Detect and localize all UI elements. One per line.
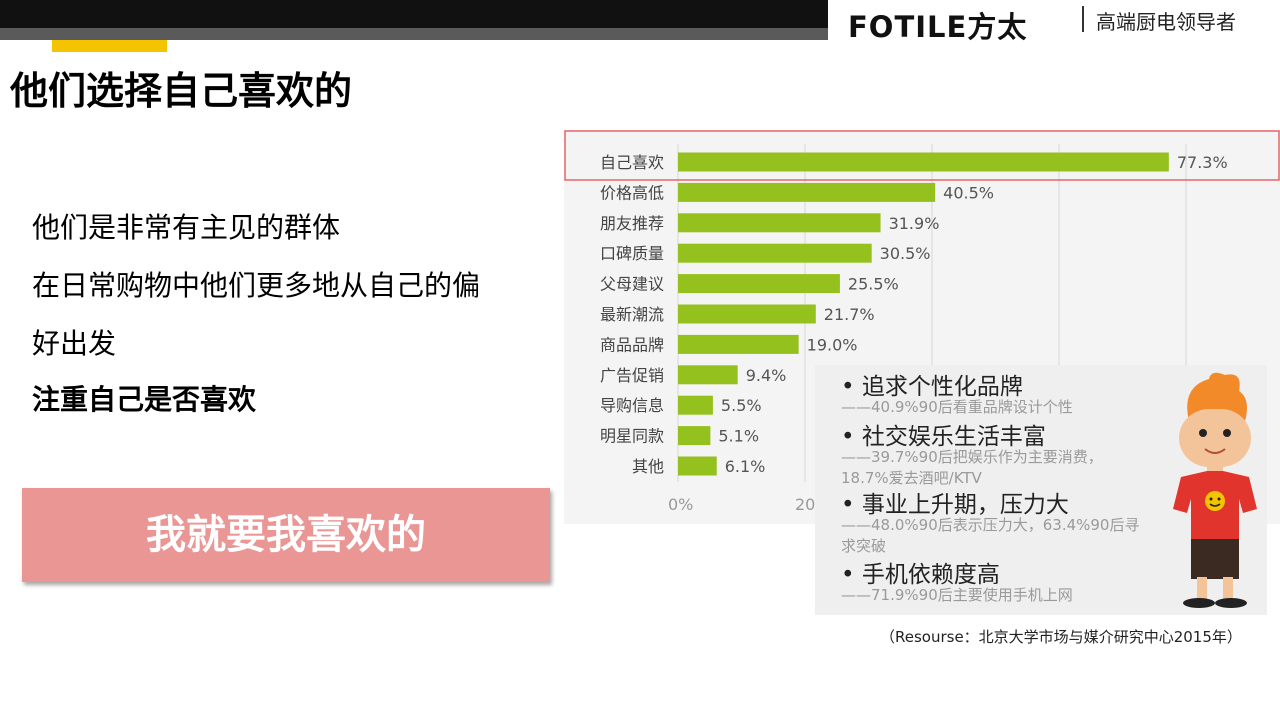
category-label: 明星同款 — [600, 427, 664, 446]
value-label: 19.0% — [807, 335, 858, 354]
value-label: 31.9% — [889, 214, 940, 233]
tagline: 高端厨电领导者 — [1096, 10, 1236, 34]
logo-divider — [1082, 6, 1084, 32]
category-label: 导购信息 — [600, 396, 664, 415]
category-label: 口碑质量 — [600, 244, 664, 263]
bar — [678, 274, 840, 294]
insight-1-detail: ——40.9%90后看重品牌设计个性 — [841, 398, 1073, 416]
bar-chart: 自己喜欢 77.3% 价格高低 40.5% 朋友推荐 31.9% 口碑质量 30.5% 父母建议… — [564, 130, 1280, 514]
insight-4-detail: ——71.9%90后主要使用手机上网 — [841, 586, 1073, 604]
value-label: 5.1% — [718, 427, 759, 446]
category-label: 朋友推荐 — [600, 214, 664, 233]
category-label: 自己喜欢 — [600, 153, 664, 172]
value-label: 21.7% — [824, 305, 875, 324]
category-label: 其他 — [632, 457, 664, 476]
insight-4-heading: • 手机依赖度高 — [841, 562, 1000, 588]
body-line-2: 在日常购物中他们更多地从自己的偏 — [32, 269, 481, 302]
body-line-1: 他们是非常有主见的群体 — [32, 211, 341, 244]
insight-2-detail: ——39.7%90后把娱乐作为主要消费，18.7%爱去酒吧/KTV — [841, 448, 1103, 487]
bar — [678, 152, 1169, 172]
value-label: 40.5% — [943, 183, 994, 202]
value-label: 9.4% — [746, 366, 787, 385]
callout-box: 我就要我喜欢的 — [22, 488, 550, 582]
title-accent — [52, 40, 167, 52]
insight-1-heading: • 追求个性化品牌 — [841, 374, 1023, 400]
value-label: 30.5% — [880, 244, 931, 263]
bar — [678, 395, 713, 415]
insight-2-heading: • 社交娱乐生活丰富 — [841, 424, 1046, 450]
header-bar-stripe — [0, 28, 828, 40]
category-label: 父母建议 — [600, 275, 664, 294]
x-tick-label: 0% — [668, 495, 693, 514]
bar — [678, 304, 816, 324]
callout-text: 我就要我喜欢的 — [146, 512, 426, 558]
category-label: 价格高低 — [600, 183, 664, 202]
bar — [678, 182, 936, 202]
value-label: 25.5% — [848, 275, 899, 294]
bar — [678, 456, 717, 476]
highlight-box — [564, 130, 1280, 181]
value-label: 6.1% — [725, 457, 766, 476]
fotile-logo: FOTILE方太 — [848, 10, 1028, 44]
bar — [678, 365, 738, 385]
category-label: 最新潮流 — [600, 305, 664, 324]
body-line-3: 好出发 — [32, 327, 117, 360]
category-label: 广告促销 — [600, 366, 664, 385]
insight-3-detail: ——48.0%90后表示压力大，63.4%90后寻求突破 — [841, 516, 1140, 555]
value-label: 5.5% — [721, 396, 762, 415]
bar — [678, 243, 872, 263]
bar — [678, 213, 881, 233]
cartoon-boy-illustration — [1173, 372, 1257, 608]
value-label: 77.3% — [1177, 153, 1228, 172]
category-label: 商品品牌 — [600, 335, 664, 354]
body-emphasis: 注重自己是否喜欢 — [32, 383, 257, 416]
insight-panel: • 追求个性化品牌 ——40.9%90后看重品牌设计个性 • 社交娱乐生活丰富 … — [815, 365, 1267, 615]
slide-title: 他们选择自己喜欢的 — [10, 69, 353, 113]
insight-3-heading: • 事业上升期，压力大 — [841, 492, 1069, 518]
bar — [678, 334, 799, 354]
bar — [678, 426, 711, 446]
source-citation: （Resourse：北京大学市场与媒介研究中心2015年） — [880, 628, 1242, 646]
